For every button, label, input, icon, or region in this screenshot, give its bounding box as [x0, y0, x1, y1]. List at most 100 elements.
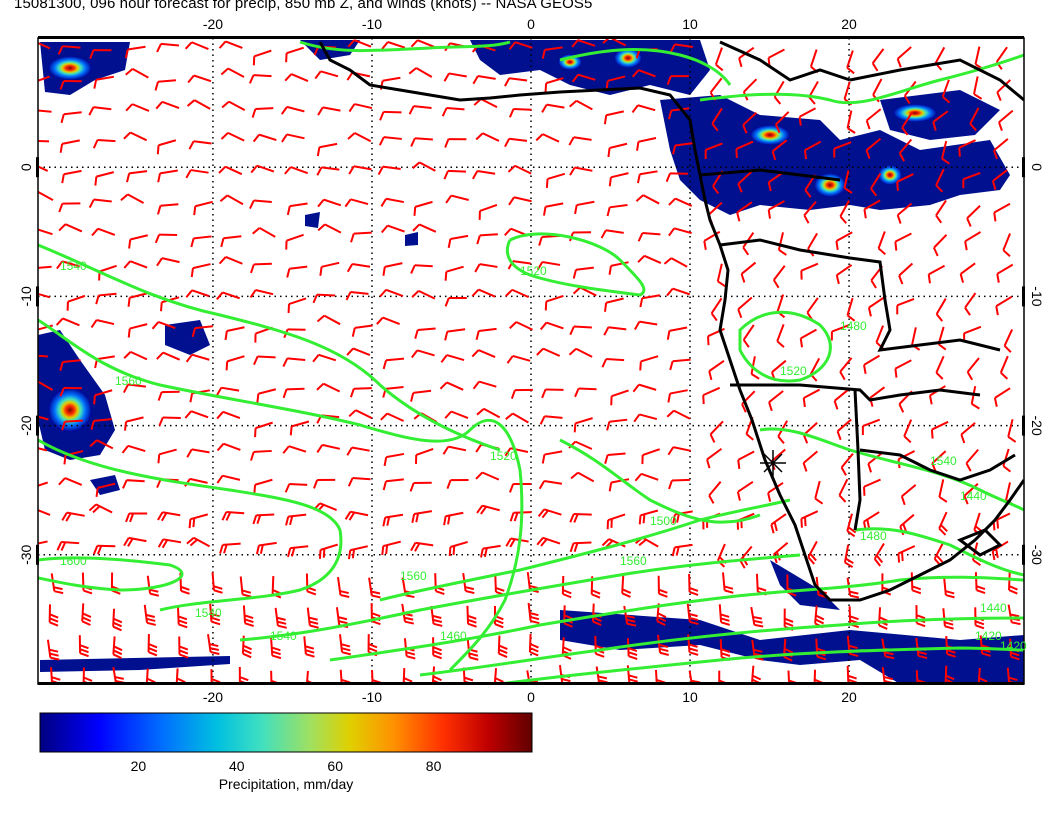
- wind-barb: [836, 418, 852, 441]
- contour-line: [299, 40, 511, 53]
- wind-barb: [191, 325, 213, 338]
- wind-barb: [444, 328, 466, 341]
- wind-barb: [544, 77, 564, 93]
- wind-barb: [186, 536, 211, 548]
- wind-barb: [185, 353, 210, 363]
- wind-barb: [930, 420, 949, 439]
- border-path: [730, 383, 981, 402]
- wind-barb: [411, 289, 436, 300]
- wind-barb: [339, 669, 351, 684]
- wind-barb: [351, 324, 373, 337]
- wind-barb: [568, 136, 592, 146]
- wind-barb: [666, 75, 689, 85]
- wind-barb: [147, 634, 158, 657]
- wind-barb: [666, 287, 691, 297]
- wind-barb: [38, 447, 48, 452]
- wind-barb: [814, 480, 824, 505]
- wind-barb: [472, 380, 497, 390]
- latitude-tick-mark: [36, 157, 39, 178]
- wind-barb: [541, 46, 563, 59]
- wind-barb: [536, 347, 561, 357]
- longitude-tick-label: -10: [362, 16, 382, 32]
- wind-barb: [969, 107, 980, 132]
- wind-barb: [216, 291, 240, 301]
- wind-barb: [545, 172, 566, 188]
- wind-barb: [382, 357, 405, 370]
- wind-barb: [776, 324, 785, 348]
- wind-barb: [777, 420, 788, 444]
- wind-barb: [382, 478, 404, 491]
- wind-barb: [175, 668, 186, 684]
- wind-barb: [472, 170, 496, 180]
- wind-barb: [408, 105, 432, 115]
- wind-barb: [157, 169, 178, 183]
- wind-barb: [252, 513, 275, 525]
- wind-barb: [286, 265, 308, 278]
- wind-barb: [601, 358, 625, 368]
- wind-barb: [48, 604, 59, 627]
- wind-barb: [120, 193, 145, 204]
- contour-label: 1440: [980, 601, 1007, 615]
- wind-barb: [561, 575, 572, 599]
- latitude-tick-label: -10: [1029, 286, 1045, 306]
- contour-line: [239, 553, 801, 642]
- wind-barb: [610, 389, 629, 406]
- wind-barb: [89, 439, 114, 450]
- wind-barb: [898, 138, 913, 162]
- wind-barb: [636, 137, 657, 151]
- wind-barb: [380, 412, 405, 422]
- wind-barb: [657, 575, 668, 598]
- wind-barb: [777, 232, 787, 256]
- wind-barb: [432, 637, 443, 660]
- latitude-tick-label: 0: [1029, 163, 1045, 171]
- wind-barb: [941, 140, 951, 165]
- wind-barb: [504, 137, 528, 148]
- wind-barb: [996, 79, 1012, 101]
- wind-barb: [506, 354, 531, 364]
- wind-barb: [774, 111, 790, 134]
- wind-barb: [606, 513, 626, 530]
- wind-barb: [877, 231, 886, 256]
- coastline-path: [318, 41, 1024, 602]
- wind-barb: [38, 354, 48, 358]
- wind-barb: [410, 389, 432, 402]
- latitude-labels-left: 0 -10 -20 -30: [18, 157, 39, 565]
- wind-barb: [207, 634, 220, 655]
- wind-barb: [462, 573, 475, 595]
- wind-barb: [539, 415, 563, 425]
- wind-barb: [379, 110, 402, 121]
- wind-barb: [316, 382, 341, 393]
- wind-barb: [411, 349, 435, 359]
- contour-line: [379, 498, 791, 602]
- wind-barb: [93, 389, 113, 405]
- wind-barb: [185, 169, 209, 179]
- wind-barb: [637, 170, 658, 184]
- wind-barb: [960, 422, 976, 444]
- wind-barb: [771, 139, 788, 161]
- wind-barb: [239, 576, 252, 598]
- wind-barb: [861, 418, 881, 436]
- wind-barb: [538, 234, 560, 246]
- border-path: [719, 238, 1001, 352]
- wind-barb: [350, 231, 372, 243]
- wind-barb: [896, 202, 913, 224]
- precip-area: [893, 104, 937, 122]
- wind-barb: [254, 421, 273, 438]
- wind-barb: [410, 137, 433, 147]
- wind-barb: [963, 325, 982, 343]
- border-path: [699, 168, 841, 182]
- wind-barb: [250, 449, 272, 461]
- wind-barb: [475, 327, 497, 341]
- wind-barb: [38, 292, 51, 299]
- wind-barb: [379, 288, 404, 298]
- wind-barb: [112, 636, 123, 660]
- colorbar-title: Precipitation, mm/day: [219, 776, 354, 792]
- wind-barb: [123, 536, 147, 547]
- wind-barb: [600, 229, 624, 239]
- precip-area: [770, 560, 840, 610]
- wind-barb: [256, 388, 277, 403]
- border-path: [956, 528, 1003, 557]
- contour-label: 1480: [840, 319, 867, 333]
- wind-barb: [81, 603, 92, 626]
- wind-barb: [444, 410, 469, 420]
